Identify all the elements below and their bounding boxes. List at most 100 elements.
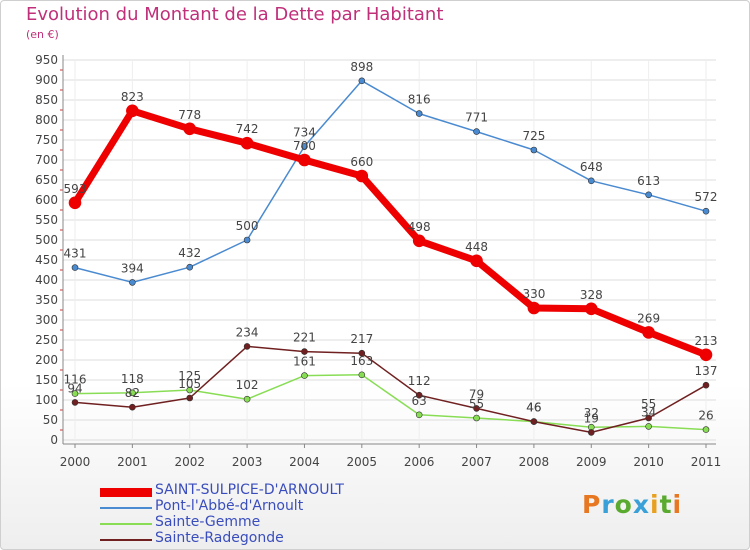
legend-label: Sainte-Radegonde [155, 530, 284, 546]
data-label: 660 [350, 155, 373, 169]
data-label: 55 [469, 397, 484, 411]
y-tick-label: 250 [35, 333, 58, 347]
legend-swatch [100, 539, 152, 541]
data-point [530, 146, 538, 154]
data-label: 394 [121, 261, 144, 275]
data-label: 116 [64, 373, 87, 387]
x-tick-label: 2008 [519, 455, 550, 469]
brand-letter: x [632, 490, 650, 519]
brand-letter: o [614, 490, 633, 519]
brand-letter: i [650, 490, 660, 519]
y-tick-label: 700 [35, 153, 58, 167]
y-tick-label: 300 [35, 313, 58, 327]
data-point [129, 279, 136, 286]
data-label: 742 [236, 122, 259, 136]
data-point [645, 423, 652, 430]
data-point [702, 207, 710, 215]
data-point [415, 391, 423, 399]
data-label: 816 [408, 93, 431, 107]
data-label: 648 [580, 160, 603, 174]
x-tick-label: 2002 [174, 455, 205, 469]
y-tick-label: 50 [43, 413, 58, 427]
data-label: 217 [350, 332, 373, 346]
data-point [355, 169, 369, 183]
data-label: 500 [236, 219, 259, 233]
data-label: 105 [178, 377, 201, 391]
data-point [358, 77, 366, 85]
data-label: 725 [522, 129, 545, 143]
data-point [243, 343, 251, 350]
y-tick-label: 550 [35, 213, 58, 227]
x-tick-label: 2000 [60, 455, 91, 469]
legend-label: Pont-l'Abbé-d'Arnoult [155, 498, 304, 514]
data-point [186, 394, 194, 402]
data-point [186, 386, 194, 394]
data-label: 161 [293, 355, 316, 369]
data-point [415, 110, 423, 117]
brand-letter: i [672, 490, 683, 519]
data-point [702, 426, 710, 433]
data-label: 593 [64, 182, 87, 196]
legend-label: SAINT-SULPICE-D'ARNOULT [155, 482, 344, 498]
data-label: 572 [695, 190, 718, 204]
legend-swatch [100, 488, 152, 497]
y-tick-label: 800 [35, 113, 58, 127]
data-label: 269 [637, 311, 660, 325]
data-point [645, 414, 652, 422]
y-tick-label: 650 [35, 173, 58, 187]
data-label: 46 [526, 401, 541, 415]
y-tick-label: 350 [35, 293, 58, 307]
data-label: 102 [236, 378, 259, 392]
data-label: 55 [641, 397, 656, 411]
data-label: 82 [125, 386, 140, 400]
data-label: 330 [522, 287, 545, 301]
data-point [243, 236, 251, 244]
chart-title: Evolution du Montant de la Dette par Hab… [26, 4, 444, 25]
y-tick-label: 0 [50, 433, 58, 447]
y-tick-label: 400 [35, 273, 58, 287]
data-label: 63 [412, 394, 427, 408]
x-tick-label: 2005 [347, 455, 378, 469]
y-tick-label: 850 [35, 93, 58, 107]
series-line [74, 345, 707, 434]
data-label: 771 [465, 111, 488, 125]
x-tick-label: 2004 [289, 455, 320, 469]
data-label: 328 [580, 288, 603, 302]
data-point [301, 348, 308, 355]
y-tick-label: 450 [35, 253, 58, 267]
data-point [71, 390, 79, 397]
data-point [584, 302, 598, 316]
x-tick-label: 2003 [232, 455, 263, 469]
x-tick-label: 2006 [404, 455, 435, 469]
data-label: 125 [178, 369, 201, 383]
series-line [74, 374, 707, 431]
data-label: 32 [584, 406, 599, 420]
data-label: 79 [469, 387, 484, 401]
data-label: 221 [293, 331, 316, 345]
brand-letter: r [601, 490, 615, 519]
data-label: 112 [408, 374, 431, 388]
data-label: 778 [178, 108, 201, 122]
data-point [473, 414, 480, 422]
data-point [587, 429, 595, 436]
data-point [702, 381, 710, 389]
data-point [183, 122, 197, 136]
x-tick-label: 2009 [576, 455, 607, 469]
data-label: 700 [293, 139, 316, 153]
data-label: 431 [64, 247, 87, 261]
data-label: 26 [698, 409, 713, 423]
data-point [412, 234, 426, 248]
x-tick-label: 2010 [633, 455, 664, 469]
legend-label: Sainte-Gemme [155, 514, 261, 530]
data-point [642, 326, 655, 339]
data-point [126, 104, 139, 118]
x-tick-label: 2011 [691, 455, 722, 469]
data-label: 823 [121, 90, 144, 104]
y-tick-label: 150 [35, 373, 58, 387]
data-label: 137 [695, 364, 718, 378]
data-label: 213 [695, 334, 718, 348]
brand-letter: t [659, 490, 673, 519]
series-line [72, 107, 708, 359]
